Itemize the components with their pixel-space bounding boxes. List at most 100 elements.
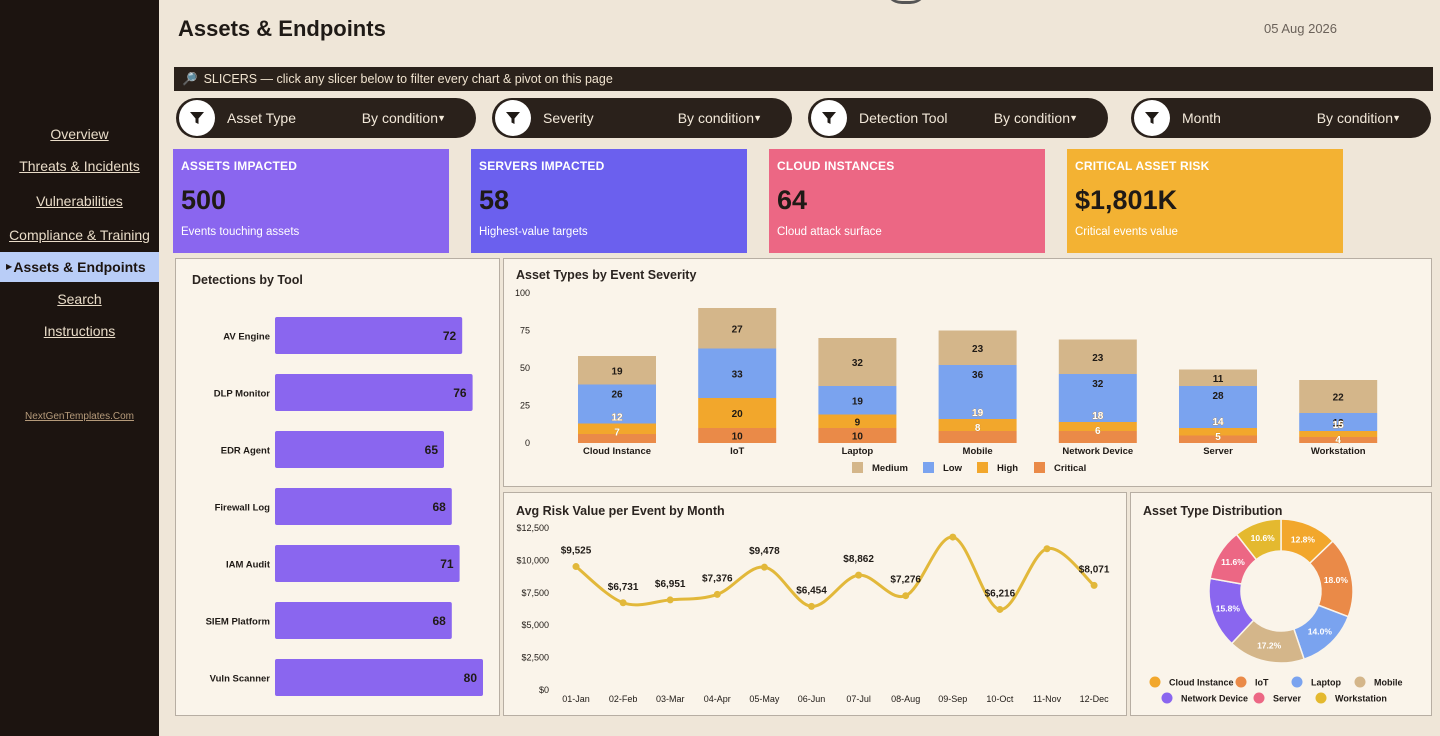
y-tick-label: 100	[515, 288, 530, 298]
donut-slice-label: 11.6%	[1221, 557, 1245, 567]
data-label: 19	[852, 396, 864, 407]
x-tick-label: Network Device	[1062, 446, 1133, 457]
line-point	[619, 599, 627, 607]
kpi-value: 58	[479, 185, 510, 215]
x-tick-label: 07-Jul	[846, 694, 871, 704]
y-tick-label: 75	[520, 326, 530, 336]
data-label: $6,951	[655, 579, 686, 590]
sidebar-item-vulnerabilities[interactable]: Vulnerabilities	[36, 193, 123, 209]
line-point	[902, 592, 910, 600]
bar	[275, 488, 452, 525]
stacked-bar-segment	[578, 423, 656, 434]
data-label: 9	[855, 417, 861, 428]
donut-slice-label: 18.0%	[1324, 575, 1349, 585]
legend-swatch	[1235, 676, 1247, 688]
donut-slice-label: 14.0%	[1308, 626, 1333, 636]
sidebar-item-assets-endpoints[interactable]: ▶ Assets & Endpoints	[0, 252, 159, 282]
chevron-down-icon: ▼	[1069, 113, 1078, 123]
active-marker-icon: ▶	[6, 262, 13, 271]
slicer-banner-text: SLICERS — click any slicer below to filt…	[203, 72, 613, 86]
y-tick-label: 25	[520, 401, 530, 411]
legend-swatch	[923, 462, 934, 473]
slicer-condition: By condition	[1316, 110, 1393, 126]
data-label: 27	[732, 324, 744, 335]
x-tick-label: Mobile	[963, 446, 993, 457]
stacked-bar-segment	[698, 398, 777, 428]
slicer-condition: By condition	[677, 110, 754, 126]
line-point	[949, 533, 957, 541]
y-tick-label: $2,500	[521, 653, 549, 663]
kpi-assets-impacted: ASSETS IMPACTED 500 Events touching asse…	[173, 149, 449, 253]
slicer-detection-tool[interactable]: Detection Tool By condition ▼	[808, 98, 1108, 138]
bar-category-label: SIEM Platform	[206, 617, 270, 628]
kpi-value: $1,801K	[1075, 185, 1178, 215]
data-label: $6,216	[985, 588, 1016, 599]
chart-title: Detections by Tool	[192, 273, 303, 287]
chart-title: Avg Risk Value per Event by Month	[516, 504, 725, 518]
line-point	[713, 590, 721, 598]
slicer-severity[interactable]: Severity By condition ▼	[492, 98, 792, 138]
data-label: 6	[1095, 426, 1101, 437]
chart-title: Asset Type Distribution	[1143, 504, 1283, 518]
bar-value-label: 68	[432, 500, 446, 514]
x-tick-label: 10-Oct	[986, 694, 1014, 704]
bar	[275, 317, 463, 354]
data-label: 32	[852, 358, 864, 369]
sidebar-item-search[interactable]: Search	[57, 291, 102, 307]
legend-label: Cloud Instance	[1169, 678, 1234, 688]
slicer-label: Severity	[543, 110, 594, 126]
funnel-icon	[811, 100, 847, 136]
bar	[275, 602, 452, 639]
stacked-bar-segment	[1058, 374, 1137, 422]
kpi-value: 64	[777, 185, 808, 215]
data-label: $9,525	[561, 546, 592, 557]
data-label: 18	[1092, 411, 1104, 422]
sidebar-item-compliance-training[interactable]: Compliance & Training	[9, 227, 150, 243]
data-label: 20	[732, 409, 744, 420]
data-label: 5	[1215, 432, 1221, 443]
panel-asset-types-severity: Asset Types by Event Severity 0 25 50 75 100…	[503, 258, 1432, 487]
stacked-bar-segment	[1058, 431, 1137, 443]
brand-link[interactable]: NextGenTemplates.Com	[25, 411, 134, 422]
sidebar-item-threats-incidents[interactable]: Threats & Incidents	[19, 158, 140, 174]
y-tick-label: $7,500	[521, 588, 549, 598]
x-tick-label: 04-Apr	[704, 694, 731, 704]
data-label: 36	[972, 370, 984, 381]
data-label: 7	[614, 428, 620, 439]
legend-swatch	[1034, 462, 1045, 473]
x-tick-label: 05-May	[749, 694, 780, 704]
slicer-asset-type[interactable]: Asset Type By condition ▼	[176, 98, 476, 138]
x-tick-label: IoT	[730, 446, 744, 457]
y-tick-label: 50	[520, 363, 530, 373]
x-tick-label: Laptop	[842, 446, 874, 457]
bar-value-label: 72	[443, 329, 457, 343]
stacked-bar-segment	[938, 431, 1017, 443]
legend-swatch	[1315, 692, 1327, 704]
slicer-condition: By condition	[361, 110, 438, 126]
slicer-month[interactable]: Month By condition ▼	[1131, 98, 1431, 138]
line-point	[808, 602, 815, 610]
kpi-subtitle: Cloud attack surface	[777, 226, 882, 238]
slicer-label: Detection Tool	[859, 110, 948, 126]
data-label: 10	[852, 432, 864, 443]
chevron-down-icon: ▼	[753, 113, 762, 123]
y-tick-label: 0	[525, 438, 530, 448]
legend-swatch	[977, 462, 988, 473]
bar-category-label: Vuln Scanner	[210, 674, 271, 685]
bar	[275, 374, 473, 411]
legend-label: Network Device	[1181, 694, 1248, 704]
line-point	[855, 571, 863, 579]
slicer-condition: By condition	[993, 110, 1070, 126]
sidebar-item-instructions[interactable]: Instructions	[43, 323, 116, 339]
bar	[275, 659, 483, 696]
legend-label: Critical	[1054, 463, 1086, 474]
line-series	[575, 535, 1096, 611]
data-label: 22	[1333, 393, 1345, 404]
line-point	[1090, 581, 1098, 589]
kpi-cloud-instances: CLOUD INSTANCES 64 Cloud attack surface	[769, 149, 1045, 253]
data-label: 19	[611, 366, 623, 377]
stacked-bar-segment	[818, 386, 897, 415]
data-label: 4	[1335, 435, 1341, 446]
sidebar-item-overview[interactable]: Overview	[50, 126, 109, 142]
legend-swatch	[1291, 676, 1303, 688]
